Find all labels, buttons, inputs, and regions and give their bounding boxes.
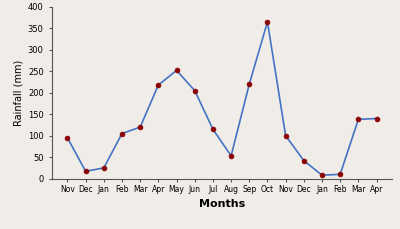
X-axis label: Months: Months xyxy=(199,199,245,210)
Y-axis label: Rainfall (mm): Rainfall (mm) xyxy=(14,60,24,126)
